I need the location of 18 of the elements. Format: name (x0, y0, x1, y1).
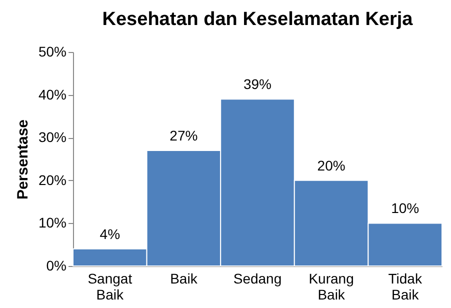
x-tick-label: Baik (170, 270, 198, 286)
data-label: 27% (170, 127, 198, 144)
data-label: 39% (243, 76, 272, 92)
x-tick-label: Tidak Baik (388, 270, 423, 302)
chart-title: Kesehatan dan Keselamatan Kerja (102, 9, 414, 30)
y-tick-label: 0% (46, 258, 66, 274)
y-tick-label: 10% (38, 214, 66, 231)
x-tick-label: Sedang (233, 270, 282, 286)
data-label: 20% (317, 157, 346, 174)
y-tick-label: 20% (38, 172, 66, 188)
y-tick-label: 40% (38, 86, 66, 102)
x-tick-label: Kurang Baik (308, 270, 354, 302)
data-label: 10% (391, 200, 420, 216)
data-label: 4% (100, 226, 120, 242)
y-tick-label: 30% (38, 129, 66, 146)
y-axis-title: Persentase (14, 119, 32, 200)
y-tick-label: 50% (38, 44, 66, 60)
x-tick-label: Sangat Baik (88, 270, 132, 302)
